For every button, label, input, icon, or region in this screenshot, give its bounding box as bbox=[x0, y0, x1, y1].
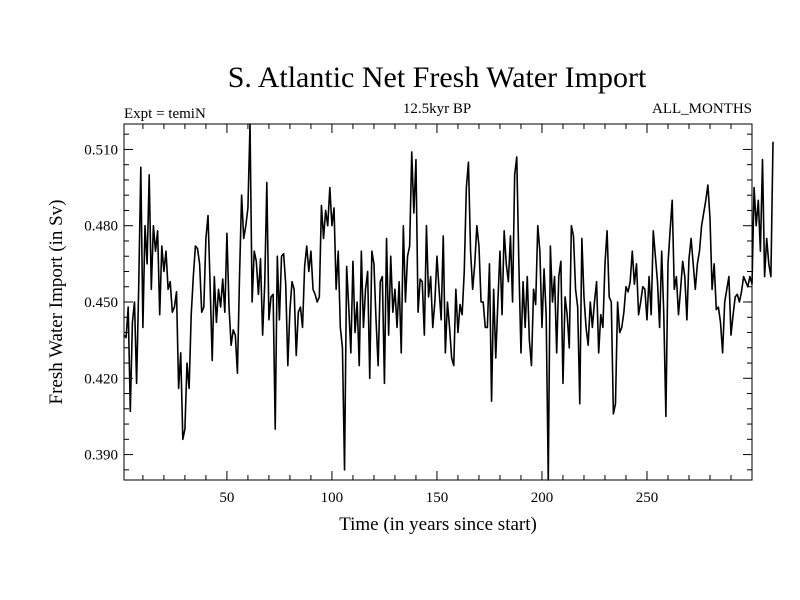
y-tick-label: 0.420 bbox=[84, 371, 118, 387]
x-tick-label: 250 bbox=[636, 490, 659, 506]
series-line bbox=[123, 123, 774, 481]
y-axis-ticks: 0.390 0.420 0.450 0.480 0.510 bbox=[84, 142, 752, 464]
y-axis-label: Fresh Water Import (in Sv) bbox=[46, 200, 67, 405]
y-tick-label: 0.390 bbox=[84, 448, 118, 464]
experiment-label: Expt = temiN bbox=[124, 106, 206, 122]
x-tick-label: 50 bbox=[219, 490, 234, 506]
chart-subtitle: 12.5kyr BP bbox=[403, 101, 471, 117]
x-axis-ticks: 50 100 150 200 250 bbox=[219, 124, 658, 506]
y-tick-label: 0.510 bbox=[84, 142, 118, 158]
y-tick-label: 0.480 bbox=[84, 219, 118, 235]
x-minor-ticks bbox=[142, 124, 732, 480]
x-tick-label: 200 bbox=[531, 490, 554, 506]
x-tick-label: 100 bbox=[321, 490, 344, 506]
y-tick-label: 0.450 bbox=[84, 295, 118, 311]
chart-title: S. Atlantic Net Fresh Water Import bbox=[228, 61, 647, 94]
x-tick-label: 150 bbox=[426, 490, 449, 506]
x-axis-label: Time (in years since start) bbox=[339, 514, 537, 535]
months-label: ALL_MONTHS bbox=[652, 101, 752, 117]
plot-area: 50 100 150 200 250 0.390 0.420 0.450 0.480 0.510 bbox=[84, 123, 774, 506]
y-minor-ticks bbox=[124, 133, 752, 471]
